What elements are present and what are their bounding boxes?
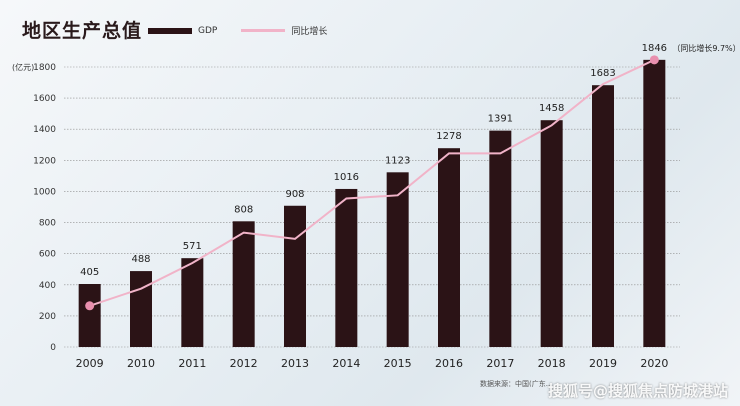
x-tick-label: 2014: [332, 357, 360, 370]
bar-value-label: 1846: [642, 43, 667, 54]
chart-title: 地区生产总值: [22, 20, 143, 42]
bar-value-label: 1278: [436, 131, 461, 142]
source-note: 数据来源：中国(广东...: [480, 380, 553, 388]
legend: GDP 同比增长: [148, 24, 327, 37]
y-tick-label: 1400: [33, 125, 56, 135]
bar: [232, 221, 255, 347]
x-tick-label: 2011: [178, 357, 206, 370]
y-tick-label: 400: [39, 281, 56, 291]
bar: [181, 258, 204, 347]
legend-swatch-bar: [148, 27, 192, 34]
watermark: 搜狐号@搜狐焦点防城港站: [548, 382, 729, 400]
legend-label-growth: 同比增长: [291, 27, 328, 37]
bar-value-label: 1683: [590, 68, 615, 79]
x-tick-label: 2017: [486, 357, 514, 370]
x-tick-label: 2020: [640, 357, 668, 370]
legend-item-gdp: GDP: [148, 26, 217, 36]
growth-start-point: [85, 301, 95, 311]
bar-value-label: 1391: [488, 114, 513, 125]
bar: [540, 120, 563, 347]
x-tick-label: 2018: [538, 357, 566, 370]
bar: [284, 205, 306, 347]
bar-value-label: 488: [131, 254, 150, 265]
legend-swatch-line: [241, 29, 286, 32]
y-tick-label: 1600: [33, 94, 56, 104]
bar-value-label: 908: [285, 189, 304, 200]
y-tick-label: 800: [39, 219, 56, 229]
x-tick-label: 2016: [435, 357, 463, 370]
bar: [438, 148, 460, 347]
bar-value-label: 1458: [539, 103, 564, 114]
y-tick-label: 0: [50, 343, 56, 353]
y-tick-label: 1000: [33, 187, 56, 197]
x-tick-label: 2009: [76, 357, 104, 370]
bar: [130, 271, 152, 347]
x-tick-label: 2010: [127, 357, 155, 370]
y-tick-label: 600: [39, 250, 56, 260]
bar-value-label: 571: [183, 241, 202, 252]
bar: [78, 284, 101, 347]
x-tick-label: 2013: [281, 357, 309, 370]
y-axis-label: (亿元): [12, 62, 34, 72]
legend-label-gdp: GDP: [198, 25, 218, 36]
bar: [386, 172, 409, 347]
legend-item-growth: 同比增长: [241, 24, 327, 37]
bar: [643, 59, 666, 347]
bar-value-label: 1016: [334, 172, 359, 183]
bar-value-label: 1123: [385, 155, 410, 166]
bar: [592, 85, 614, 347]
x-tick-label: 2012: [230, 357, 258, 370]
y-tick-label: 1200: [33, 156, 56, 166]
bar-value-label: 808: [234, 204, 253, 215]
bar-value-label: 405: [80, 267, 99, 278]
growth-end-point: [649, 55, 659, 65]
bar: [489, 130, 512, 347]
y-tick-label: 1800: [33, 63, 56, 73]
x-tick-label: 2019: [589, 357, 617, 370]
bar: [335, 188, 358, 347]
growth-line: [89, 58, 655, 307]
annotation-growth-rate: （同比增长9.7%）: [672, 43, 740, 53]
x-tick-label: 2015: [384, 357, 412, 370]
y-tick-label: 200: [39, 312, 56, 322]
